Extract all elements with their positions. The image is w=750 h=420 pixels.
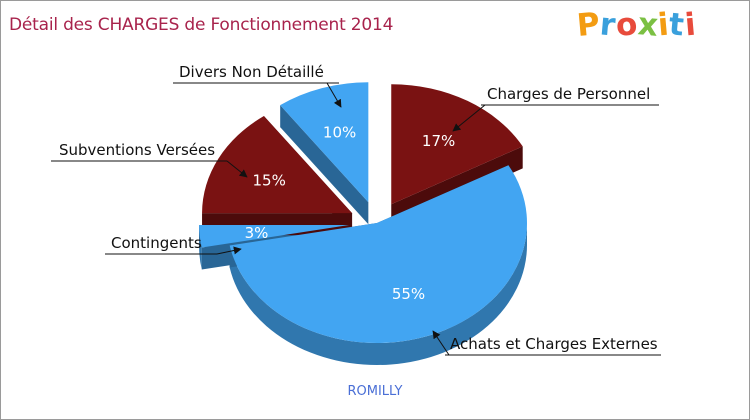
pie-slice-name-label: Subventions Versées — [59, 141, 215, 159]
pie-slice-name-label: Achats et Charges Externes — [450, 335, 658, 353]
pie-slice-percent-label: 10% — [323, 123, 356, 141]
pie-slice[interactable] — [202, 116, 353, 214]
callout-arrow — [432, 330, 450, 356]
callout-arrow — [216, 246, 242, 255]
pie-slice-percent-label: 3% — [245, 224, 269, 242]
pie-slice-percent-label: 55% — [392, 285, 425, 303]
pie-slice-name-label: Contingents — [111, 234, 202, 252]
pie-slice-side — [199, 225, 202, 270]
chart-subtitle: ROMILLY — [347, 384, 403, 399]
callout-arrow — [326, 82, 342, 108]
callout-arrow — [226, 160, 248, 178]
pie-slice-wall — [280, 105, 369, 225]
pie-slice-name-label: Charges de Personnel — [487, 85, 650, 103]
pie-slice-name-label: Divers Non Détaillé — [179, 63, 324, 81]
pie-slice[interactable] — [199, 225, 350, 248]
pie-slice-percent-label: 17% — [422, 132, 455, 150]
pie-slice[interactable] — [229, 165, 527, 343]
callout-arrow — [452, 104, 486, 132]
pie-slice-percent-label: 15% — [253, 171, 286, 189]
pie-slice[interactable] — [280, 82, 369, 203]
pie-slice[interactable] — [391, 84, 523, 205]
pie-slice-side — [229, 223, 528, 366]
chart-title: Détail des CHARGES de Fonctionnement 201… — [9, 15, 394, 35]
